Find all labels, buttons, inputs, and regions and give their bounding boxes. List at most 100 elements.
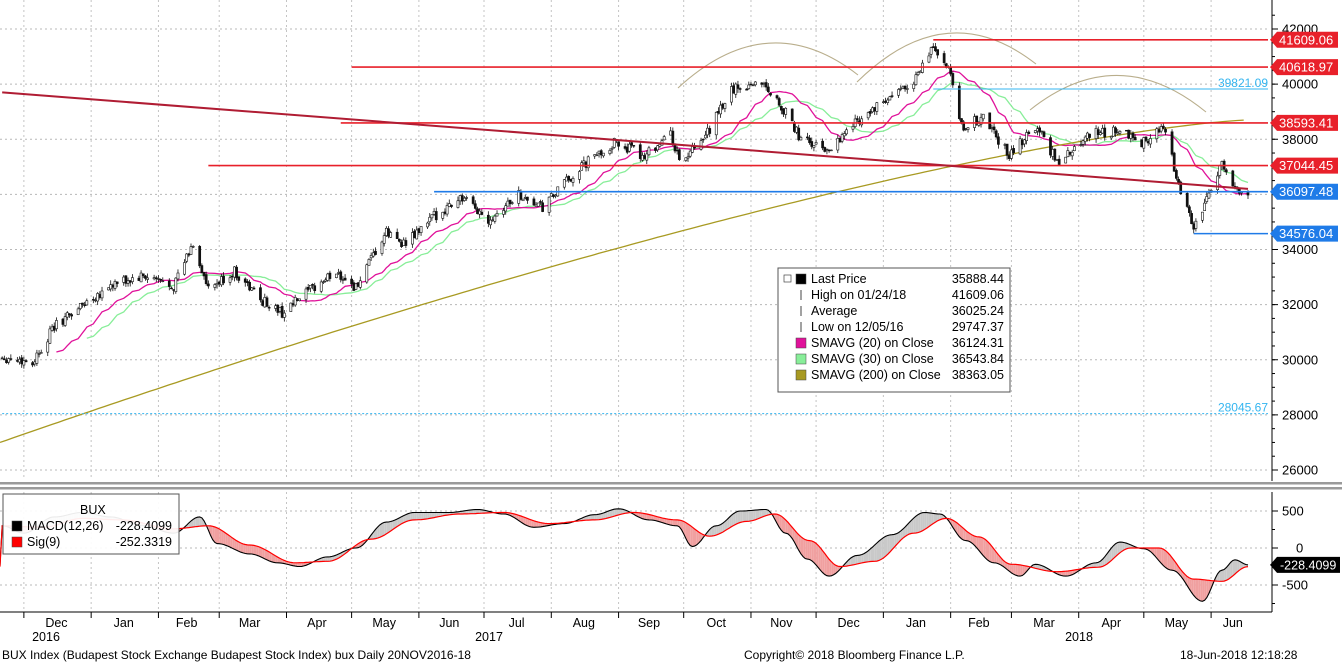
- candle-body: [888, 96, 892, 101]
- candle-body: [220, 276, 223, 286]
- month-label: Oct: [707, 616, 727, 630]
- macd-fill-segment: [529, 519, 532, 528]
- macd-fill-segment: [935, 513, 938, 523]
- candle-body: [441, 211, 445, 219]
- macd-fill-segment: [913, 516, 916, 534]
- candle-body: [775, 95, 779, 99]
- month-label: Apr: [307, 616, 326, 630]
- candle-body: [289, 302, 293, 312]
- candle-body: [2, 358, 6, 361]
- macd-fill-segment: [933, 513, 936, 524]
- footer-copyright: Copyright© 2018 Bloomberg Finance L.P.: [744, 648, 965, 662]
- candle-body: [845, 129, 848, 135]
- candle-body: [137, 277, 141, 281]
- candle-body: [185, 253, 189, 262]
- macd-fill-segment: [405, 513, 408, 522]
- candle-body: [1042, 131, 1046, 137]
- candle-body: [1064, 156, 1068, 164]
- candle-body: [706, 127, 709, 136]
- macd-fill-segment: [813, 541, 817, 565]
- candle-body: [608, 150, 612, 154]
- candle-body: [719, 104, 722, 115]
- macd-fill-segment: [957, 523, 960, 537]
- candle-body: [699, 140, 703, 150]
- candle-body: [126, 280, 130, 284]
- candle-body: [76, 308, 80, 315]
- macd-fill-segment: [588, 515, 591, 521]
- macd-fill-segment: [983, 538, 986, 558]
- candle-body: [278, 307, 282, 312]
- candle-body: [851, 126, 855, 130]
- macd-fill-segment: [959, 524, 962, 539]
- candle-body: [374, 250, 377, 255]
- macd-fill-segment: [866, 550, 869, 563]
- macd-fill-segment: [1206, 580, 1209, 598]
- candle-body: [1114, 127, 1117, 133]
- candle-body: [1081, 140, 1085, 145]
- month-label: Jun: [439, 616, 459, 630]
- macd-fill-segment: [774, 514, 777, 524]
- candle-body: [593, 154, 597, 157]
- candle-body: [504, 205, 508, 212]
- candle-body: [22, 360, 26, 366]
- macd-fill-segment: [894, 533, 897, 548]
- candle-body: [235, 266, 238, 279]
- candle-body: [610, 147, 614, 150]
- candle-body: [495, 213, 499, 217]
- candle-body: [96, 293, 100, 302]
- macd-fill-segment: [879, 539, 882, 561]
- candle-body: [1109, 136, 1113, 139]
- macd-fill-segment: [1061, 571, 1064, 576]
- macd-fill-segment: [970, 533, 973, 544]
- macd-fill-segment: [1165, 550, 1168, 569]
- macd-fill-segment: [1198, 579, 1201, 601]
- candle-body: [1118, 131, 1122, 134]
- candle-body: [202, 272, 206, 277]
- macd-fill-segment: [592, 514, 595, 520]
- macd-fill-segment: [377, 524, 380, 539]
- macd-lines: [0, 508, 1249, 602]
- candle-body: [1144, 136, 1148, 141]
- candle-body: [567, 175, 571, 181]
- candle-body: [1159, 126, 1163, 132]
- candle-body: [291, 303, 295, 306]
- macd-tick-label: 0: [1296, 541, 1303, 556]
- macd-fill-segment: [1109, 548, 1112, 563]
- candle-body: [1185, 192, 1189, 207]
- candle-body: [16, 360, 19, 362]
- macd-fill-segment: [425, 512, 428, 520]
- macd-fill-segment: [675, 519, 678, 526]
- macd-fill-segment: [670, 519, 673, 526]
- macd-fill-segment: [809, 540, 812, 561]
- candle-body: [918, 71, 922, 74]
- candle-body: [1142, 137, 1146, 149]
- candle-body: [124, 275, 128, 284]
- macd-fill-segment: [876, 541, 879, 562]
- candle-body: [83, 304, 87, 306]
- candle-body: [508, 199, 512, 205]
- month-label: Mar: [1033, 616, 1055, 630]
- macd-fill-segment: [1237, 560, 1240, 573]
- macd-fill-segment: [649, 514, 652, 520]
- macd-fill-segment: [790, 524, 793, 539]
- candle-body: [675, 149, 679, 152]
- candle-body: [777, 98, 781, 106]
- macd-axis: 500 0 -500 -228.4099: [1270, 492, 1340, 612]
- descending-trendline: [2, 91, 1249, 190]
- legend-value: 36025.24: [952, 304, 1004, 318]
- candle-body: [793, 122, 796, 132]
- macd-fill-segment: [740, 511, 743, 523]
- candle-body: [1157, 129, 1161, 133]
- macd-fill-segment: [332, 555, 335, 561]
- macd-fill-segment: [994, 549, 997, 563]
- candle-body: [821, 140, 824, 149]
- macd-fill-segment: [614, 508, 617, 517]
- macd-fill-segment: [883, 536, 886, 558]
- macd-fill-segment: [375, 527, 378, 539]
- macd-legend-swatch: [11, 536, 23, 548]
- arc-annotation: [856, 32, 1037, 83]
- macd-fill-segment: [199, 516, 202, 527]
- candle-body: [107, 287, 110, 291]
- macd-fill-segment: [820, 547, 823, 573]
- candle-body: [183, 262, 186, 275]
